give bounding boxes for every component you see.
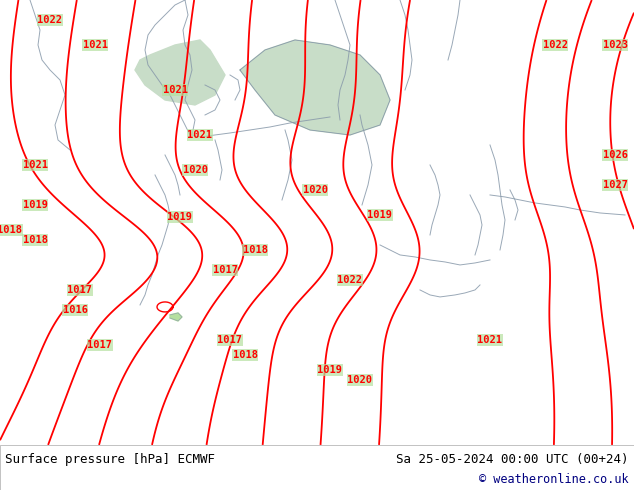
Text: 1027: 1027 (602, 180, 628, 190)
Text: 1021: 1021 (162, 85, 188, 95)
Polygon shape (135, 40, 225, 105)
Text: 1021: 1021 (22, 160, 48, 170)
Text: 1018: 1018 (0, 225, 22, 235)
Text: Sa 25-05-2024 00:00 UTC (00+24): Sa 25-05-2024 00:00 UTC (00+24) (396, 453, 629, 466)
Text: 1026: 1026 (602, 150, 628, 160)
Text: 1021: 1021 (477, 335, 503, 345)
Text: 1016: 1016 (63, 305, 87, 315)
Text: 1017: 1017 (67, 285, 93, 295)
Text: 1022: 1022 (543, 40, 567, 50)
Polygon shape (170, 313, 182, 321)
Text: 1023: 1023 (602, 40, 628, 50)
Text: 1019: 1019 (167, 212, 193, 222)
Text: 1022: 1022 (37, 15, 63, 25)
Text: 1018: 1018 (233, 350, 257, 360)
Text: 1019: 1019 (368, 210, 392, 220)
Polygon shape (240, 40, 390, 135)
Text: 1017: 1017 (212, 265, 238, 275)
Text: 1017: 1017 (87, 340, 112, 350)
Text: 1018: 1018 (22, 235, 48, 245)
Text: 1020: 1020 (347, 375, 373, 385)
Text: 1021: 1021 (82, 40, 108, 50)
Text: 1020: 1020 (183, 165, 207, 175)
Text: 1019: 1019 (22, 200, 48, 210)
Text: 1018: 1018 (242, 245, 268, 255)
Text: 1022: 1022 (337, 275, 363, 285)
Text: 1017: 1017 (217, 335, 242, 345)
Text: 1019: 1019 (318, 365, 342, 375)
Text: 1020: 1020 (302, 185, 328, 195)
Text: Surface pressure [hPa] ECMWF: Surface pressure [hPa] ECMWF (5, 453, 215, 466)
Text: © weatheronline.co.uk: © weatheronline.co.uk (479, 473, 629, 486)
Text: 1021: 1021 (188, 130, 212, 140)
